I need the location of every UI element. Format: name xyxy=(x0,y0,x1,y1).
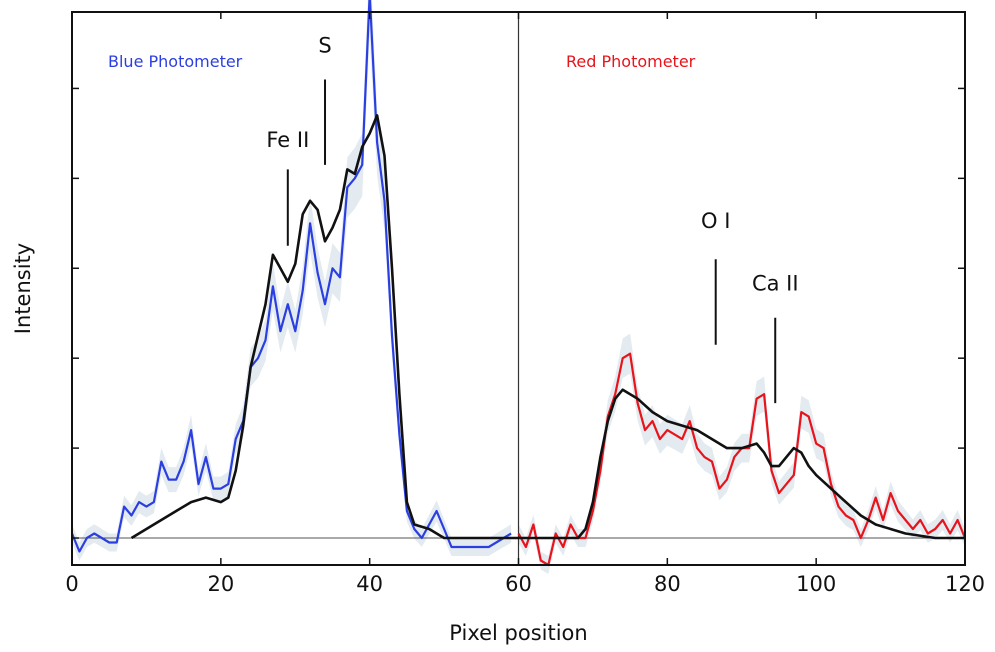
x-tick-label: 80 xyxy=(654,572,681,596)
x-tick-label: 120 xyxy=(945,572,985,596)
x-tick-label: 60 xyxy=(505,572,532,596)
annotation-o-i: O I xyxy=(701,209,730,345)
legend-red-photometer: Red Photometer xyxy=(566,52,696,71)
annotation-layer: Fe II S O I Ca II xyxy=(266,33,799,404)
annotation-ca-ii: Ca II xyxy=(752,272,799,404)
error-band-1 xyxy=(518,333,965,574)
legend-blue-photometer: Blue Photometer xyxy=(108,52,243,71)
x-tick-label: 100 xyxy=(796,572,836,596)
tick-layer: 0 20 40 60 80 100 120 xyxy=(65,12,985,596)
x-tick-label: 20 xyxy=(207,572,234,596)
annotation-s: S xyxy=(318,33,332,165)
y-axis-label: Intensity xyxy=(11,243,35,334)
series-blue-photometer xyxy=(70,0,512,553)
error-band-layer xyxy=(72,0,965,574)
x-axis-label: Pixel position xyxy=(449,621,587,645)
annotation-fe-ii: Fe II xyxy=(266,128,309,246)
annotation-label: Fe II xyxy=(266,128,309,152)
annotation-label: S xyxy=(318,33,331,57)
annotation-label: Ca II xyxy=(752,272,799,296)
series-model-line xyxy=(130,114,965,540)
x-tick-label: 0 xyxy=(65,572,78,596)
annotation-label: O I xyxy=(701,209,730,233)
series-layer xyxy=(70,0,967,567)
x-tick-label: 40 xyxy=(356,572,383,596)
